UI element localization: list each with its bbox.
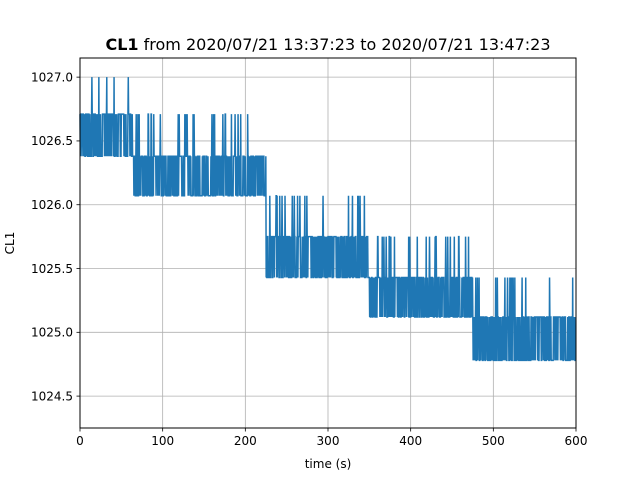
x-tick-label: 0 [76, 434, 84, 448]
y-tick-label: 1024.5 [31, 389, 73, 403]
x-tick-label: 300 [317, 434, 340, 448]
x-tick-label: 100 [151, 434, 174, 448]
chart-title-bold: CL1 [105, 35, 138, 54]
y-axis-label: CL1 [3, 232, 17, 255]
y-tick-label: 1027.0 [31, 70, 73, 84]
chart-title: CL1 from 2020/07/21 13:37:23 to 2020/07/… [105, 35, 550, 54]
x-tick-label: 600 [565, 434, 588, 448]
x-axis: 0 100 200 300 400 500 600 [76, 428, 587, 448]
chart-title-rest: from 2020/07/21 13:37:23 to 2020/07/21 1… [139, 35, 551, 54]
y-axis: 1024.5 1025.0 1025.5 1026.0 1026.5 1027.0 [31, 70, 80, 403]
x-axis-label: time (s) [305, 457, 352, 471]
y-tick-label: 1025.0 [31, 326, 73, 340]
y-tick-label: 1025.5 [31, 262, 73, 276]
x-tick-label: 200 [234, 434, 257, 448]
series-line [79, 77, 576, 362]
data-series [79, 77, 576, 362]
y-tick-label: 1026.5 [31, 134, 73, 148]
x-tick-label: 500 [482, 434, 505, 448]
x-tick-label: 400 [399, 434, 422, 448]
y-tick-label: 1026.0 [31, 198, 73, 212]
